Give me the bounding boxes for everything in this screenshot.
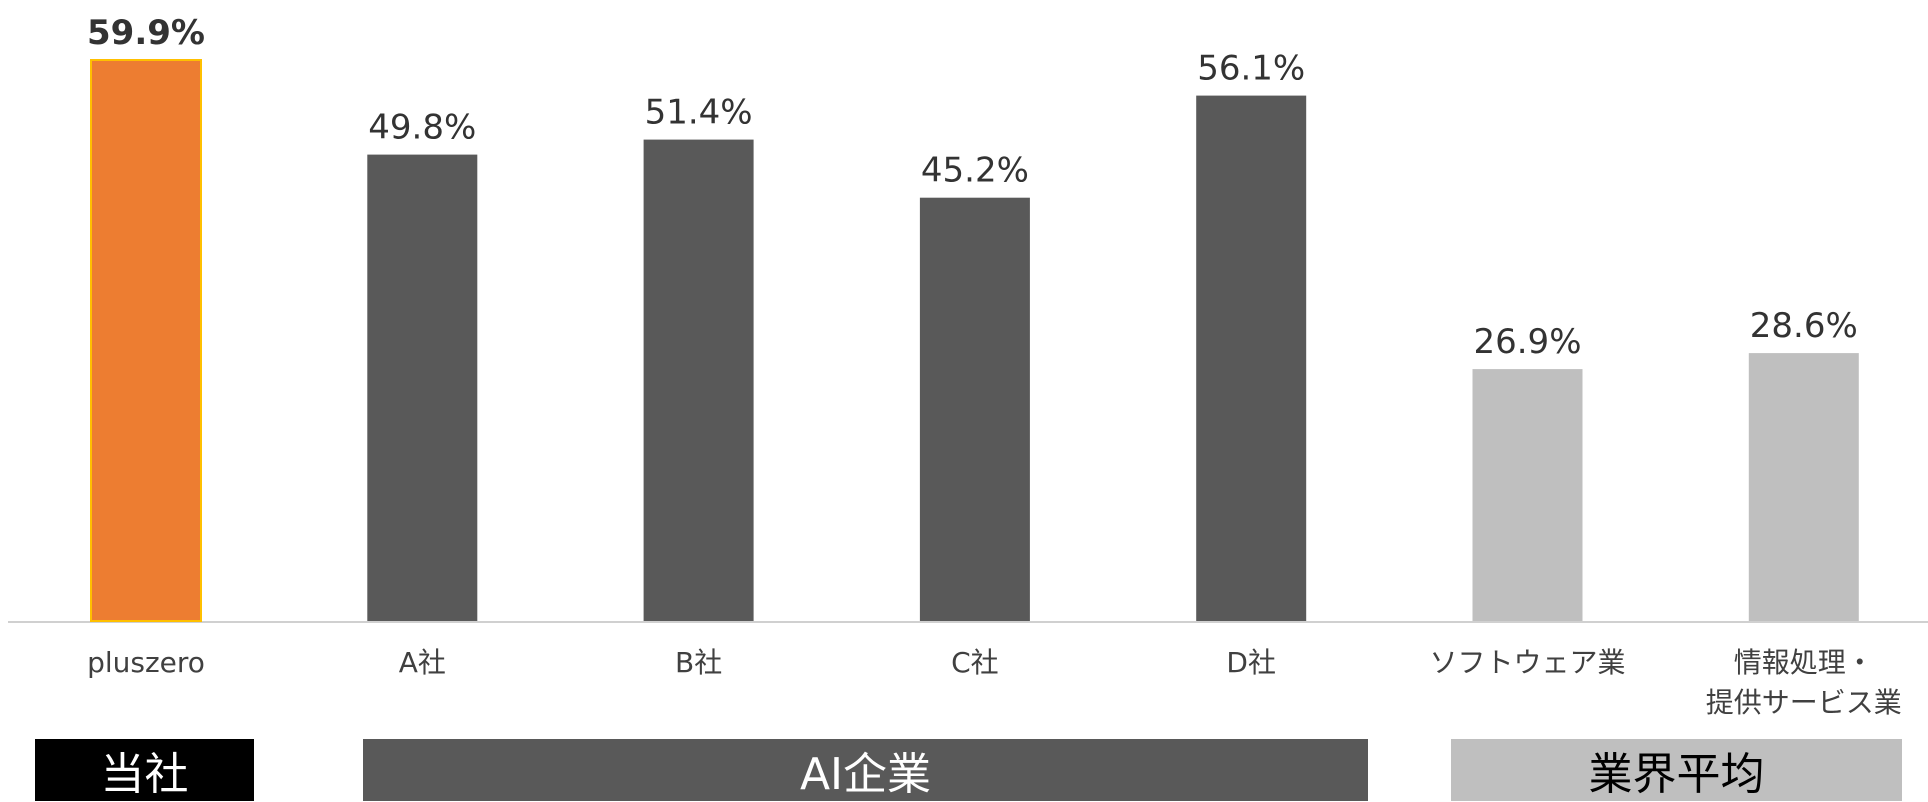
value-label-4: 45.2%: [921, 151, 1029, 191]
group-label-ai-companies: AI企業: [363, 739, 1368, 801]
bar-4: [919, 197, 1030, 621]
category-label-6: ソフトウェア業: [1429, 646, 1625, 679]
category-label-1: pluszero: [87, 646, 205, 679]
group-label-industry-average: 業界平均: [1451, 739, 1902, 801]
category-label-4: C社: [951, 646, 999, 679]
group-label-ai-companies-text: AI企業: [799, 749, 932, 800]
group-label-company: 当社: [35, 739, 254, 801]
category-label-3: B社: [675, 646, 722, 679]
bar-6: [1472, 369, 1583, 621]
value-label-1: 59.9%: [87, 13, 205, 53]
value-label-5: 56.1%: [1197, 49, 1305, 89]
value-label-2: 49.8%: [368, 108, 476, 148]
bar-1: [90, 59, 202, 622]
category-label-2: A社: [399, 646, 446, 679]
bar-2: [367, 154, 478, 621]
bar-5: [1196, 95, 1307, 622]
category-label-7: 情報処理・提供サービス業: [1706, 646, 1902, 719]
category-label-5: D社: [1226, 646, 1276, 679]
bar-7: [1748, 353, 1859, 621]
value-label-6: 26.9%: [1473, 322, 1581, 362]
group-label-industry-average-text: 業界平均: [1588, 749, 1765, 800]
bar-3: [643, 139, 754, 621]
group-label-company-text: 当社: [100, 749, 189, 800]
value-label-3: 51.4%: [645, 93, 753, 133]
value-label-7: 28.6%: [1750, 306, 1858, 346]
